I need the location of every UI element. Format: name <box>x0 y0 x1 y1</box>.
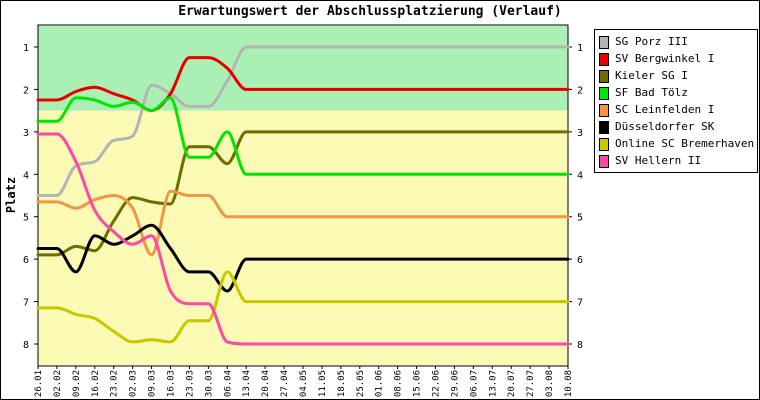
x-tick-label: 16.02 <box>91 370 101 397</box>
y-tick-label-right: 1 <box>577 43 583 54</box>
x-tick-label: 13.07 <box>488 370 498 397</box>
band-0 <box>38 25 568 111</box>
x-tick-label: 02.02 <box>53 370 63 397</box>
x-tick-label: 26.01 <box>34 370 44 397</box>
x-tick-label: 03.08 <box>545 370 555 397</box>
legend-swatch <box>599 53 609 66</box>
y-tick-label-right: 8 <box>577 340 583 351</box>
x-tick-label: 27.04 <box>280 370 290 397</box>
x-tick-label: 01.06 <box>375 370 385 397</box>
x-tick-label: 20.07 <box>507 370 517 397</box>
y-tick-label-left: 1 <box>23 43 29 54</box>
legend: SG Porz III SV Bergwinkel I Kieler SG I SF … <box>594 29 760 173</box>
y-tick-label-right: 2 <box>577 85 583 96</box>
x-tick-label: 06.07 <box>469 370 479 397</box>
legend-swatch <box>599 36 609 49</box>
x-tick-label: 25.05 <box>356 370 366 397</box>
y-tick-label-right: 4 <box>577 170 583 181</box>
y-tick-label-right: 6 <box>577 255 583 266</box>
x-tick-label: 23.03 <box>185 370 195 397</box>
y-tick-label-right: 5 <box>577 213 583 224</box>
chart-title: Erwartungswert der Abschlussplatzierung … <box>178 4 562 19</box>
series-line-0 <box>36 45 570 197</box>
y-tick-label-left: 7 <box>23 298 29 309</box>
legend-label: SV Hellern II <box>615 154 702 167</box>
y-tick-label-left: 4 <box>23 170 29 181</box>
x-tick-label: 04.05 <box>299 370 309 397</box>
legend-label: Düsseldorfer SK <box>615 120 715 133</box>
x-tick-label: 29.06 <box>450 370 460 397</box>
legend-label: SC Leinfelden I <box>615 103 715 116</box>
x-tick-label: 15.06 <box>413 370 423 397</box>
x-tick-label: 23.02 <box>110 370 120 397</box>
series-line-4 <box>36 189 570 257</box>
y-tick-label-left: 3 <box>23 128 29 139</box>
legend-label: Online SC Bremerhaven I <box>615 137 760 150</box>
legend-swatch <box>599 70 609 83</box>
series-line-3 <box>36 96 570 176</box>
x-tick-label: 20.04 <box>261 370 271 397</box>
y-tick-label-left: 5 <box>23 213 29 224</box>
x-tick-label: 08.06 <box>394 370 404 397</box>
legend-swatch <box>599 138 609 151</box>
legend-label: SF Bad Tölz <box>615 86 688 99</box>
x-tick-label: 27.07 <box>526 370 536 397</box>
x-tick-label: 18.05 <box>337 370 347 397</box>
series-line-6 <box>36 270 570 344</box>
series-line-5 <box>36 223 570 293</box>
x-tick-label: 06.04 <box>223 370 233 397</box>
x-tick-label: 11.05 <box>318 370 328 397</box>
x-tick-label: 10.08 <box>564 370 574 397</box>
x-tick-label: 02.03 <box>129 370 139 397</box>
x-tick-label: 09.02 <box>72 370 82 397</box>
legend-label: SV Bergwinkel I <box>615 52 715 65</box>
x-tick-label: 22.06 <box>432 370 442 397</box>
y-tick-label-left: 8 <box>23 340 29 351</box>
legend-swatch <box>599 155 609 168</box>
series-line-1 <box>36 56 570 113</box>
x-tick-label: 30.03 <box>204 370 214 397</box>
x-tick-label: 16.03 <box>167 370 177 397</box>
legend-swatch <box>599 104 609 117</box>
y-tick-label-left: 2 <box>23 85 29 96</box>
legend-label: Kieler SG I <box>615 69 688 82</box>
band-1 <box>38 110 568 366</box>
legend-swatch <box>599 121 609 134</box>
series-line-7 <box>36 132 570 346</box>
legend-swatch <box>599 87 609 100</box>
y-tick-label-right: 3 <box>577 128 583 139</box>
x-tick-label: 09.03 <box>148 370 158 397</box>
legend-label: SG Porz III <box>615 35 688 48</box>
y-tick-label-left: 6 <box>23 255 29 266</box>
x-tick-label: 13.04 <box>242 370 252 397</box>
y-tick-label-right: 7 <box>577 298 583 309</box>
